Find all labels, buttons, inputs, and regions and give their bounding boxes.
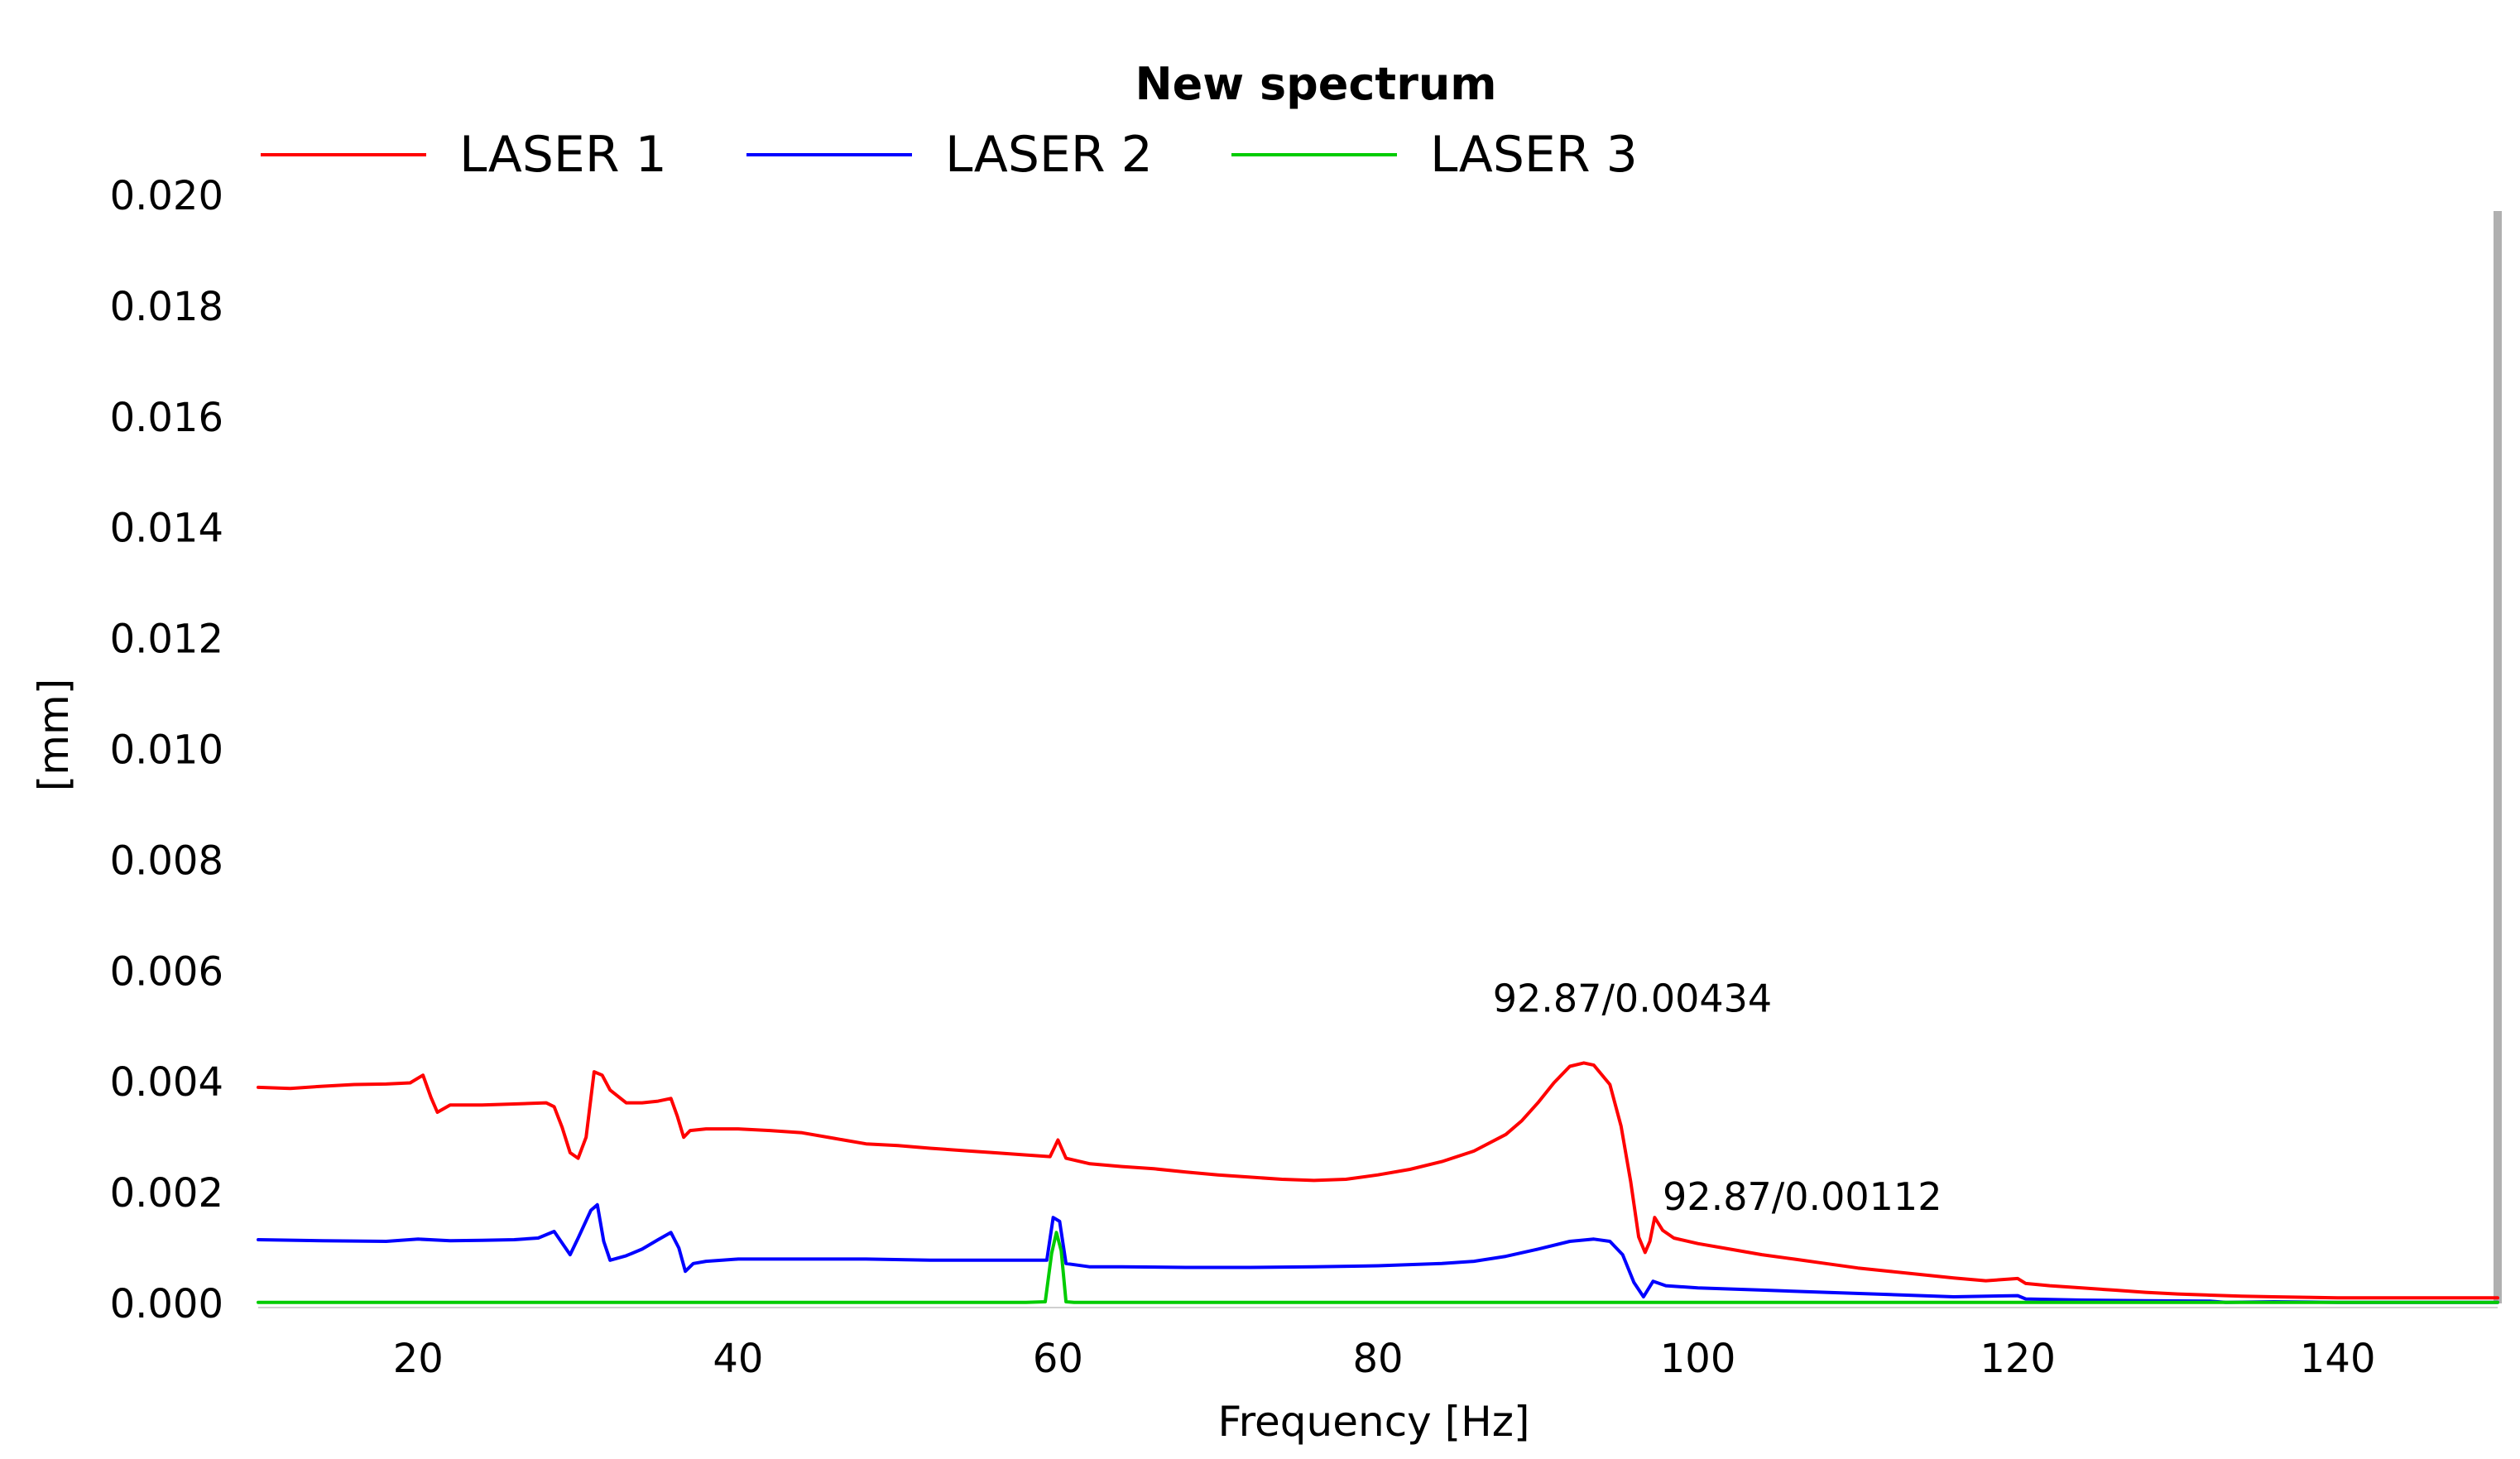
y-tick-label: 0.006 bbox=[110, 948, 223, 995]
y-tick-label: 0.000 bbox=[110, 1281, 223, 1327]
x-tick-label: 40 bbox=[713, 1336, 763, 1382]
x-tick-label: 120 bbox=[1980, 1336, 2056, 1382]
legend-label-laser-1: LASER 1 bbox=[459, 126, 667, 184]
x-tick-label: 100 bbox=[1660, 1336, 1736, 1382]
y-tick-label: 0.020 bbox=[110, 173, 223, 219]
data-annotation: 92.87/0.00112 bbox=[1663, 1174, 1942, 1219]
y-tick-label: 0.004 bbox=[110, 1059, 223, 1106]
y-tick-label: 0.002 bbox=[110, 1170, 223, 1217]
x-tick-label: 20 bbox=[393, 1336, 444, 1382]
y-axis-ticks: 0.000 0.002 0.004 0.006 0.008 0.010 0.012 0.014… bbox=[110, 173, 223, 1327]
y-tick-label: 0.018 bbox=[110, 284, 223, 330]
annotations: 92.87/0.00434 92.87/0.00112 bbox=[1493, 976, 1942, 1219]
y-tick-label: 0.016 bbox=[110, 395, 223, 441]
data-annotation: 92.87/0.00434 bbox=[1493, 976, 1772, 1020]
y-tick-label: 0.008 bbox=[110, 837, 223, 884]
x-tick-label: 80 bbox=[1352, 1336, 1403, 1382]
y-axis-label: [mm] bbox=[30, 679, 78, 791]
series-line-laser-1 bbox=[257, 1061, 2499, 1300]
legend: LASER 1 LASER 2 LASER 3 bbox=[261, 126, 1638, 184]
legend-label-laser-2: LASER 2 bbox=[945, 126, 1153, 184]
series-line-laser-3 bbox=[257, 1231, 2499, 1304]
chart-title: New spectrum bbox=[1135, 58, 1496, 110]
x-tick-label: 60 bbox=[1033, 1336, 1083, 1382]
series-line-laser-2 bbox=[257, 1202, 2499, 1304]
plot-lines bbox=[257, 1061, 2499, 1304]
x-axis-ticks: 20 40 60 80 100 120 140 bbox=[393, 1336, 2376, 1382]
legend-label-laser-3: LASER 3 bbox=[1430, 126, 1638, 184]
y-tick-label: 0.010 bbox=[110, 727, 223, 774]
x-tick-label: 140 bbox=[2300, 1336, 2376, 1382]
x-axis-label: Frequency [Hz] bbox=[1217, 1398, 1529, 1446]
y-tick-label: 0.012 bbox=[110, 617, 223, 663]
y-tick-label: 0.014 bbox=[110, 506, 223, 552]
